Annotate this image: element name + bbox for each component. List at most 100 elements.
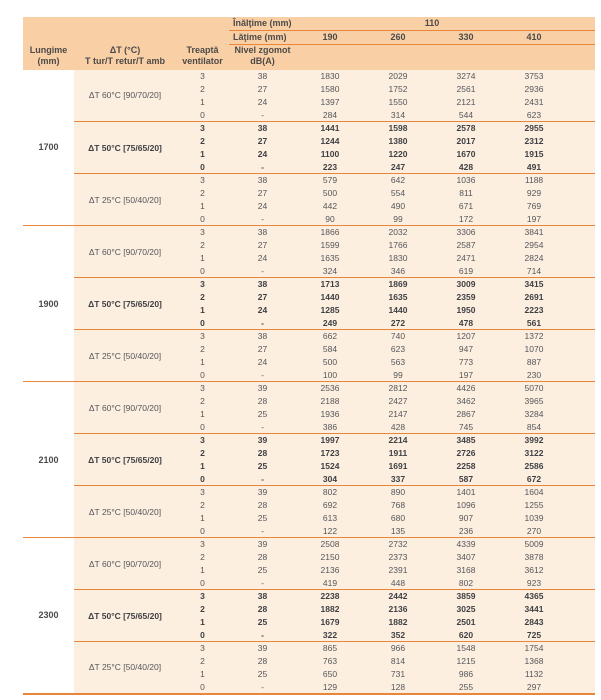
fan-step-cell: 0 [176, 108, 229, 122]
heat-output-cell: 490 [364, 199, 432, 213]
fan-step-cell: 0 [176, 316, 229, 330]
noise-level-cell: 24 [229, 95, 296, 109]
heat-output-cell: 2586 [500, 459, 596, 473]
table-row: 2 27 584 623 947 1070 [23, 342, 596, 356]
fan-step-cell: 2 [176, 394, 229, 408]
noise-level-cell: 27 [229, 342, 296, 356]
delta-t-cell: ΔT 50°C [75/65/20] [74, 589, 176, 642]
fan-step-cell: 0 [176, 472, 229, 486]
delta-t-cell: ΔT 50°C [75/65/20] [74, 121, 176, 174]
heat-output-cell: 671 [432, 199, 500, 213]
table-row: 0-122 135 236 270 [23, 524, 596, 538]
heat-output-cell: 1915 [500, 147, 596, 161]
noise-level-cell: 38 [229, 121, 296, 135]
length-cell: 2100 [23, 381, 74, 538]
header-spacer-2 [364, 44, 432, 70]
fan-step-cell: 2 [176, 82, 229, 96]
heat-output-cell: 1869 [364, 277, 432, 291]
heat-output-cell: 1036 [432, 173, 500, 187]
heat-output-cell: 2442 [364, 589, 432, 603]
noise-level-cell: 25 [229, 407, 296, 421]
noise-level-cell: 28 [229, 550, 296, 564]
table-row: ΔT 50°C [75/65/20] 3 38 2238 2442 3859 4365 [23, 589, 596, 642]
header-inaltime-value: 110 [296, 17, 596, 31]
heat-output-cell: 337 [364, 472, 432, 486]
heat-output-cell: 1635 [296, 251, 364, 265]
heat-output-cell: 2726 [432, 446, 500, 460]
table-row: 1 24 1397 1550 2121 2431 [23, 95, 596, 109]
heat-output-cell: 740 [364, 329, 432, 343]
heat-output-cell: 3462 [432, 394, 500, 408]
noise-level-cell: 24 [229, 355, 296, 369]
heat-output-cell: 314 [364, 108, 432, 122]
table-row: 1 24 442 490 671 769 [23, 199, 596, 213]
noise-level-cell: 28 [229, 602, 296, 616]
heat-output-cell: 811 [432, 186, 500, 200]
heat-output-cell: 448 [364, 576, 432, 590]
heat-output-cell: 4339 [432, 537, 500, 551]
heat-output-cell: 3407 [432, 550, 500, 564]
heat-output-cell: 814 [364, 654, 432, 668]
heat-output-cell: 907 [432, 511, 500, 525]
heat-output-cell: 346 [364, 264, 432, 278]
header-nivel-label: Nivel zgomot dB(A) [229, 44, 296, 70]
table-row: 2 27 1440 1635 2359 2691 [23, 290, 596, 304]
table-row: 0-129 128 255 297 [23, 680, 596, 694]
table-row: 0-386 428 745 854 [23, 420, 596, 434]
noise-level-cell: 39 [229, 537, 296, 551]
noise-level-cell: - [229, 576, 296, 590]
fan-step-cell: 2 [176, 654, 229, 668]
heat-output-cell: 419 [296, 576, 364, 590]
delta-t-cell: ΔT 25°C [50/40/20] [74, 485, 176, 538]
table-row: 2 27 1599 1766 2587 2954 [23, 238, 596, 252]
table-row: 0-223 247 428 491 [23, 160, 596, 174]
heat-output-cell: 3274 [432, 69, 500, 83]
heat-output-cell: 172 [432, 212, 500, 226]
heat-output-cell: 544 [432, 108, 500, 122]
noise-level-cell: 28 [229, 654, 296, 668]
noise-level-cell: 24 [229, 199, 296, 213]
heat-output-cell: 561 [500, 316, 596, 330]
fan-step-cell: 0 [176, 160, 229, 174]
heat-output-cell: 1441 [296, 121, 364, 135]
table-body: 1700 ΔT 60°C [90/70/20] 3 38 1830 2029 3274 375… [23, 69, 596, 694]
heat-output-cell: 1100 [296, 147, 364, 161]
heat-output-cell: 230 [500, 368, 596, 382]
heat-output-cell: 3841 [500, 225, 596, 239]
heat-output-cell: 2223 [500, 303, 596, 317]
table-row: ΔT 50°C [75/65/20] 3 38 1713 1869 3009 3415 [23, 277, 596, 330]
header-width-260: 260 [364, 30, 432, 45]
fan-step-cell: 2 [176, 342, 229, 356]
heat-output-cell: 304 [296, 472, 364, 486]
table-row: 1 24 1635 1830 2471 2824 [23, 251, 596, 265]
fan-step-cell: 3 [176, 381, 229, 395]
heat-output-cell: 3878 [500, 550, 596, 564]
heat-output-cell: 2312 [500, 134, 596, 148]
header-spacer-3 [432, 44, 500, 70]
heat-output-cell: 1524 [296, 459, 364, 473]
noise-level-cell: - [229, 108, 296, 122]
heat-output-cell: 3122 [500, 446, 596, 460]
delta-t-cell: ΔT 25°C [50/40/20] [74, 329, 176, 382]
heat-output-cell: 3753 [500, 69, 596, 83]
noise-level-cell: - [229, 680, 296, 694]
heat-output-cell: 1599 [296, 238, 364, 252]
heat-output-cell: 322 [296, 628, 364, 642]
noise-level-cell: 24 [229, 251, 296, 265]
fan-step-cell: 1 [176, 511, 229, 525]
header-spacer-1 [296, 44, 364, 70]
table-row: 2300 ΔT 60°C [90/70/20] 3 39 2508 2732 4339 500… [23, 537, 596, 694]
heat-output-cell: 478 [432, 316, 500, 330]
heat-output-cell: 3612 [500, 563, 596, 577]
fan-step-cell: 3 [176, 225, 229, 239]
heat-output-cell: 1039 [500, 511, 596, 525]
header-spacer-4 [500, 44, 596, 70]
heat-output-cell: 2812 [364, 381, 432, 395]
heat-output-cell: 2017 [432, 134, 500, 148]
heat-output-cell: 1691 [364, 459, 432, 473]
heat-output-cell: 1372 [500, 329, 596, 343]
heat-output-cell: 923 [500, 576, 596, 590]
heat-output-cell: 745 [432, 420, 500, 434]
heat-output-cell: 3284 [500, 407, 596, 421]
heat-output-cell: 642 [364, 173, 432, 187]
